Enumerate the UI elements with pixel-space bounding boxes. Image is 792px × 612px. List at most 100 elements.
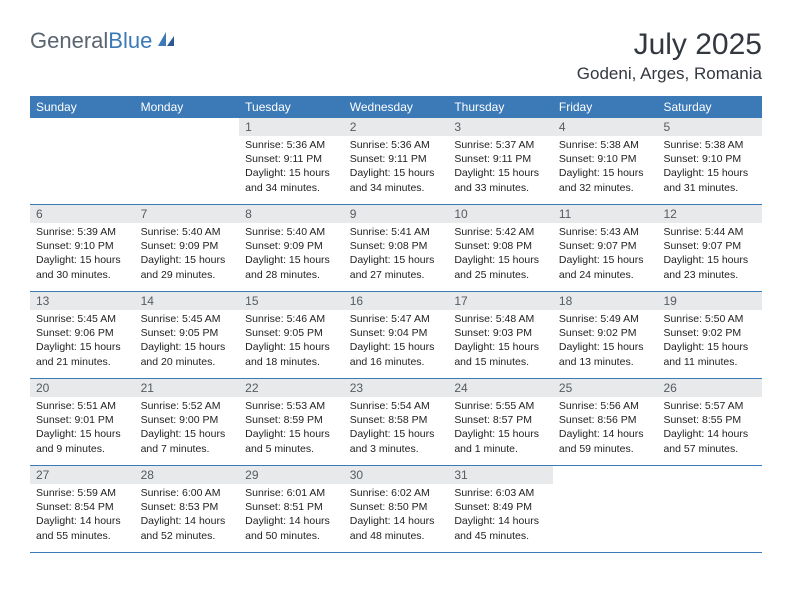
logo-sail-icon bbox=[156, 28, 176, 54]
day-number: 18 bbox=[553, 292, 658, 310]
day-number: 16 bbox=[344, 292, 449, 310]
weekday-header: Tuesday bbox=[239, 96, 344, 118]
day-number: 21 bbox=[135, 379, 240, 397]
day-cell bbox=[30, 118, 135, 204]
day-number: 29 bbox=[239, 466, 344, 484]
day-number: 9 bbox=[344, 205, 449, 223]
day-cell: 9Sunrise: 5:41 AMSunset: 9:08 PMDaylight… bbox=[344, 205, 449, 291]
day-number: 5 bbox=[657, 118, 762, 136]
day-number: 7 bbox=[135, 205, 240, 223]
day-cell: 21Sunrise: 5:52 AMSunset: 9:00 PMDayligh… bbox=[135, 379, 240, 465]
day-number: 6 bbox=[30, 205, 135, 223]
day-cell: 17Sunrise: 5:48 AMSunset: 9:03 PMDayligh… bbox=[448, 292, 553, 378]
day-content: Sunrise: 5:49 AMSunset: 9:02 PMDaylight:… bbox=[553, 310, 658, 375]
day-cell: 7Sunrise: 5:40 AMSunset: 9:09 PMDaylight… bbox=[135, 205, 240, 291]
day-content: Sunrise: 5:57 AMSunset: 8:55 PMDaylight:… bbox=[657, 397, 762, 462]
day-content: Sunrise: 5:50 AMSunset: 9:02 PMDaylight:… bbox=[657, 310, 762, 375]
day-number: 22 bbox=[239, 379, 344, 397]
day-cell: 24Sunrise: 5:55 AMSunset: 8:57 PMDayligh… bbox=[448, 379, 553, 465]
logo: GeneralBlue bbox=[30, 28, 176, 54]
weekday-header-row: SundayMondayTuesdayWednesdayThursdayFrid… bbox=[30, 96, 762, 118]
day-cell: 8Sunrise: 5:40 AMSunset: 9:09 PMDaylight… bbox=[239, 205, 344, 291]
weekday-header: Saturday bbox=[657, 96, 762, 118]
day-cell: 23Sunrise: 5:54 AMSunset: 8:58 PMDayligh… bbox=[344, 379, 449, 465]
day-cell bbox=[553, 466, 658, 552]
day-cell: 2Sunrise: 5:36 AMSunset: 9:11 PMDaylight… bbox=[344, 118, 449, 204]
day-content: Sunrise: 5:52 AMSunset: 9:00 PMDaylight:… bbox=[135, 397, 240, 462]
day-number: 25 bbox=[553, 379, 658, 397]
day-cell: 26Sunrise: 5:57 AMSunset: 8:55 PMDayligh… bbox=[657, 379, 762, 465]
weeks-container: 1Sunrise: 5:36 AMSunset: 9:11 PMDaylight… bbox=[30, 118, 762, 553]
day-number: 26 bbox=[657, 379, 762, 397]
day-content: Sunrise: 5:40 AMSunset: 9:09 PMDaylight:… bbox=[135, 223, 240, 288]
day-cell: 19Sunrise: 5:50 AMSunset: 9:02 PMDayligh… bbox=[657, 292, 762, 378]
weekday-header: Friday bbox=[553, 96, 658, 118]
day-content: Sunrise: 5:40 AMSunset: 9:09 PMDaylight:… bbox=[239, 223, 344, 288]
day-content: Sunrise: 5:46 AMSunset: 9:05 PMDaylight:… bbox=[239, 310, 344, 375]
day-number: 2 bbox=[344, 118, 449, 136]
day-cell: 6Sunrise: 5:39 AMSunset: 9:10 PMDaylight… bbox=[30, 205, 135, 291]
week-row: 13Sunrise: 5:45 AMSunset: 9:06 PMDayligh… bbox=[30, 292, 762, 379]
day-number: 4 bbox=[553, 118, 658, 136]
day-content: Sunrise: 5:54 AMSunset: 8:58 PMDaylight:… bbox=[344, 397, 449, 462]
day-content: Sunrise: 5:47 AMSunset: 9:04 PMDaylight:… bbox=[344, 310, 449, 375]
week-row: 1Sunrise: 5:36 AMSunset: 9:11 PMDaylight… bbox=[30, 118, 762, 205]
day-content: Sunrise: 6:03 AMSunset: 8:49 PMDaylight:… bbox=[448, 484, 553, 549]
day-number: 3 bbox=[448, 118, 553, 136]
day-content: Sunrise: 5:36 AMSunset: 9:11 PMDaylight:… bbox=[239, 136, 344, 201]
day-content: Sunrise: 5:43 AMSunset: 9:07 PMDaylight:… bbox=[553, 223, 658, 288]
day-cell: 28Sunrise: 6:00 AMSunset: 8:53 PMDayligh… bbox=[135, 466, 240, 552]
day-cell: 15Sunrise: 5:46 AMSunset: 9:05 PMDayligh… bbox=[239, 292, 344, 378]
day-content: Sunrise: 5:59 AMSunset: 8:54 PMDaylight:… bbox=[30, 484, 135, 549]
weekday-header: Wednesday bbox=[344, 96, 449, 118]
day-number: 27 bbox=[30, 466, 135, 484]
day-number: 28 bbox=[135, 466, 240, 484]
day-number: 20 bbox=[30, 379, 135, 397]
day-cell bbox=[657, 466, 762, 552]
day-content: Sunrise: 6:02 AMSunset: 8:50 PMDaylight:… bbox=[344, 484, 449, 549]
week-row: 6Sunrise: 5:39 AMSunset: 9:10 PMDaylight… bbox=[30, 205, 762, 292]
day-cell: 29Sunrise: 6:01 AMSunset: 8:51 PMDayligh… bbox=[239, 466, 344, 552]
title-block: July 2025 Godeni, Arges, Romania bbox=[577, 28, 762, 84]
day-cell: 22Sunrise: 5:53 AMSunset: 8:59 PMDayligh… bbox=[239, 379, 344, 465]
day-number: 15 bbox=[239, 292, 344, 310]
page-header: GeneralBlue July 2025 Godeni, Arges, Rom… bbox=[30, 28, 762, 84]
logo-text-1: General bbox=[30, 28, 108, 54]
day-cell: 20Sunrise: 5:51 AMSunset: 9:01 PMDayligh… bbox=[30, 379, 135, 465]
day-cell: 5Sunrise: 5:38 AMSunset: 9:10 PMDaylight… bbox=[657, 118, 762, 204]
day-content: Sunrise: 6:01 AMSunset: 8:51 PMDaylight:… bbox=[239, 484, 344, 549]
month-title: July 2025 bbox=[577, 28, 762, 62]
day-cell: 10Sunrise: 5:42 AMSunset: 9:08 PMDayligh… bbox=[448, 205, 553, 291]
day-content: Sunrise: 5:37 AMSunset: 9:11 PMDaylight:… bbox=[448, 136, 553, 201]
day-content: Sunrise: 5:38 AMSunset: 9:10 PMDaylight:… bbox=[553, 136, 658, 201]
day-cell: 1Sunrise: 5:36 AMSunset: 9:11 PMDaylight… bbox=[239, 118, 344, 204]
day-cell: 13Sunrise: 5:45 AMSunset: 9:06 PMDayligh… bbox=[30, 292, 135, 378]
day-content: Sunrise: 5:38 AMSunset: 9:10 PMDaylight:… bbox=[657, 136, 762, 201]
logo-text-2: Blue bbox=[108, 28, 152, 54]
day-cell: 18Sunrise: 5:49 AMSunset: 9:02 PMDayligh… bbox=[553, 292, 658, 378]
day-number: 31 bbox=[448, 466, 553, 484]
day-number: 14 bbox=[135, 292, 240, 310]
day-number: 10 bbox=[448, 205, 553, 223]
day-number: 12 bbox=[657, 205, 762, 223]
day-cell: 27Sunrise: 5:59 AMSunset: 8:54 PMDayligh… bbox=[30, 466, 135, 552]
week-row: 27Sunrise: 5:59 AMSunset: 8:54 PMDayligh… bbox=[30, 466, 762, 553]
day-cell: 31Sunrise: 6:03 AMSunset: 8:49 PMDayligh… bbox=[448, 466, 553, 552]
day-content: Sunrise: 5:41 AMSunset: 9:08 PMDaylight:… bbox=[344, 223, 449, 288]
day-cell: 14Sunrise: 5:45 AMSunset: 9:05 PMDayligh… bbox=[135, 292, 240, 378]
day-cell: 3Sunrise: 5:37 AMSunset: 9:11 PMDaylight… bbox=[448, 118, 553, 204]
day-content: Sunrise: 5:45 AMSunset: 9:05 PMDaylight:… bbox=[135, 310, 240, 375]
day-number: 13 bbox=[30, 292, 135, 310]
day-content: Sunrise: 5:36 AMSunset: 9:11 PMDaylight:… bbox=[344, 136, 449, 201]
week-row: 20Sunrise: 5:51 AMSunset: 9:01 PMDayligh… bbox=[30, 379, 762, 466]
day-number: 8 bbox=[239, 205, 344, 223]
day-number: 11 bbox=[553, 205, 658, 223]
day-content: Sunrise: 5:55 AMSunset: 8:57 PMDaylight:… bbox=[448, 397, 553, 462]
weekday-header: Sunday bbox=[30, 96, 135, 118]
day-content: Sunrise: 5:44 AMSunset: 9:07 PMDaylight:… bbox=[657, 223, 762, 288]
calendar-page: GeneralBlue July 2025 Godeni, Arges, Rom… bbox=[0, 0, 792, 573]
day-number: 19 bbox=[657, 292, 762, 310]
day-cell: 16Sunrise: 5:47 AMSunset: 9:04 PMDayligh… bbox=[344, 292, 449, 378]
day-number: 24 bbox=[448, 379, 553, 397]
day-cell bbox=[135, 118, 240, 204]
